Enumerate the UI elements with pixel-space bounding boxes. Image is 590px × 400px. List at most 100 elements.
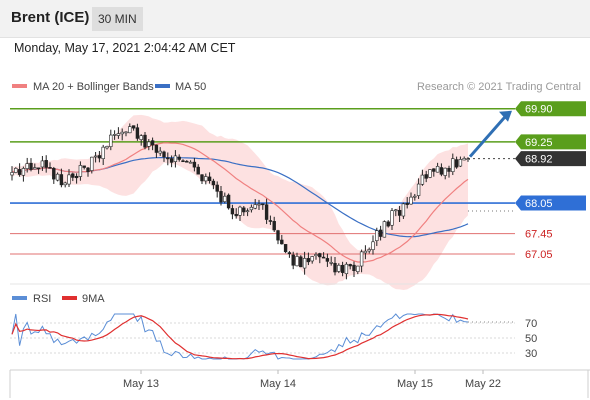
- candle: [413, 193, 417, 201]
- candle-body: [105, 146, 109, 149]
- candle: [154, 144, 159, 158]
- candle: [128, 123, 132, 134]
- candle: [390, 208, 394, 231]
- candle: [192, 157, 197, 172]
- candle: [234, 208, 238, 219]
- resistance-tag-69.90: 69.90: [515, 101, 586, 117]
- candle-body: [291, 254, 295, 266]
- ma50-legend-label: MA 50: [175, 81, 206, 93]
- interval-button[interactable]: 30 MIN: [92, 7, 143, 31]
- candle-body: [287, 252, 292, 255]
- candle-body: [462, 158, 466, 161]
- rsi-ma-legend-swatch: [62, 296, 77, 300]
- candle-body: [390, 210, 394, 226]
- candle-body: [413, 195, 417, 198]
- candle-body: [78, 165, 83, 177]
- candle: [10, 166, 14, 181]
- credit-text: Research © 2021 Trading Central: [417, 81, 581, 93]
- candle-body: [420, 174, 425, 185]
- candle-body: [454, 159, 459, 168]
- candle-body: [10, 172, 14, 176]
- candle-body: [329, 262, 333, 264]
- candle-body: [268, 220, 273, 222]
- candle: [348, 263, 352, 270]
- candle-body: [116, 133, 121, 136]
- candle-body: [306, 258, 311, 263]
- candle-body: [333, 262, 337, 273]
- resistance-tag-text: 69.90: [525, 104, 553, 116]
- rsi-tick-50: 50: [525, 333, 537, 345]
- candle-body: [261, 203, 265, 206]
- pivot-tag-68.05: 68.05: [515, 195, 586, 211]
- rsi-ma-legend-label: 9MA: [82, 293, 105, 305]
- candle-body: [416, 183, 421, 196]
- x-axis: May 13 May 14 May 15 May 22: [9, 370, 589, 398]
- candle-body: [344, 263, 349, 275]
- candle: [321, 252, 326, 259]
- candle: [318, 252, 322, 264]
- candle-body: [337, 264, 341, 272]
- candle-body: [101, 146, 105, 159]
- candle: [52, 166, 56, 184]
- candle-body: [185, 160, 189, 163]
- candle-body: [432, 168, 436, 172]
- candle-body: [21, 168, 26, 176]
- candle-body: [74, 175, 79, 179]
- last-tag-text: 68.92: [525, 154, 553, 166]
- candle: [135, 123, 140, 141]
- candle: [44, 155, 48, 173]
- candle-body: [447, 167, 451, 172]
- candle-body: [378, 229, 383, 237]
- candle: [378, 225, 383, 241]
- candle: [48, 162, 52, 169]
- candle-body: [131, 125, 136, 129]
- resistance-tag-box: [515, 134, 586, 150]
- candle-body: [371, 241, 375, 250]
- candle-body: [181, 160, 185, 163]
- candle-body: [40, 160, 45, 168]
- candle: [21, 166, 26, 182]
- candle: [283, 244, 288, 254]
- candle-body: [375, 230, 379, 241]
- candle-body: [443, 167, 447, 176]
- candle-body: [124, 131, 128, 134]
- candle: [25, 157, 29, 173]
- candle: [280, 234, 284, 245]
- candle: [143, 131, 147, 150]
- candle-body: [67, 174, 71, 185]
- candle-body: [359, 251, 364, 267]
- candle-body: [352, 264, 356, 272]
- candle-body: [272, 221, 276, 231]
- candle-body: [435, 166, 440, 173]
- candle-body: [223, 195, 227, 202]
- candle-body: [325, 258, 330, 262]
- rsi-legend-label: RSI: [33, 293, 51, 305]
- candle-body: [36, 167, 41, 170]
- candle: [177, 154, 181, 162]
- candle-body: [386, 221, 390, 227]
- candle: [264, 198, 269, 225]
- candle-body: [276, 230, 280, 241]
- candle: [40, 155, 45, 171]
- candle: [272, 216, 276, 232]
- candle-body: [90, 156, 94, 171]
- resistance-tag-box: [515, 101, 586, 117]
- candle-body: [295, 256, 299, 267]
- candle: [207, 172, 212, 184]
- target-arrow-head: [499, 110, 512, 122]
- candle-body: [238, 206, 242, 216]
- main-legend: MA 20 + Bollinger Bands MA 50 Research ©…: [12, 81, 581, 93]
- candle-body: [17, 169, 22, 175]
- candle-body: [321, 256, 326, 259]
- candle: [150, 137, 155, 151]
- candle-body: [200, 174, 204, 182]
- x-tick-label: May 22: [465, 378, 501, 390]
- candle: [287, 251, 292, 258]
- candle: [363, 245, 368, 260]
- candle: [447, 165, 451, 178]
- instrument-title: Brent (ICE): [11, 9, 90, 26]
- candle-body: [458, 159, 463, 167]
- candle: [238, 205, 242, 221]
- rsi-panel: 70 50 30: [10, 313, 537, 360]
- candle: [124, 131, 128, 137]
